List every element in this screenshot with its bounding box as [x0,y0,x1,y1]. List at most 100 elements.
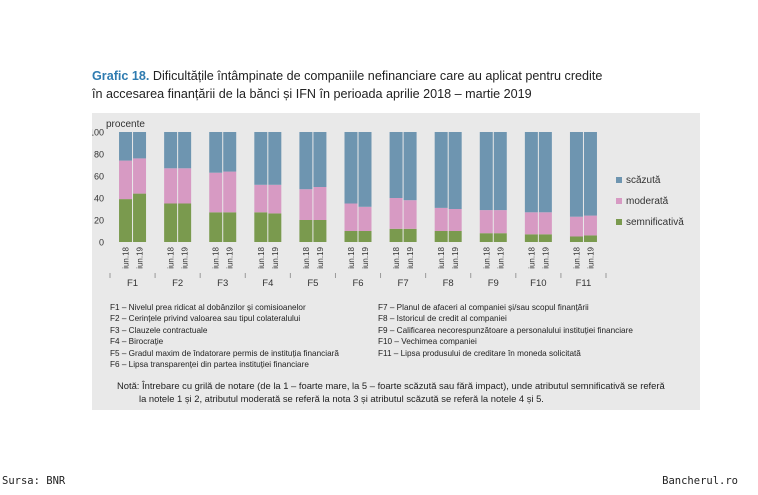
bar-segment [569,132,583,217]
x-group-label: F4 [262,278,273,289]
bar-segment [254,184,268,213]
bar-segment [538,212,552,235]
bar-segment [268,213,282,242]
legend-label: semnificativă [626,217,684,228]
bar-segment [344,203,358,231]
x-period-label: iun.18 [302,246,311,268]
bar-segment [569,236,583,242]
x-group-label: F11 [576,278,592,289]
bar-segment [538,132,552,213]
x-period-label: iun.19 [361,246,370,268]
bar-segment [344,231,358,242]
legend-swatch [616,219,622,225]
x-period-label: iun.19 [406,246,415,268]
source-label: Sursa: BNR [2,475,66,487]
bar-segment [164,203,178,242]
bar-segment [403,200,417,229]
bar-segment [434,132,448,208]
x-group-label: F9 [488,278,499,289]
factor-note: F5 – Gradul maxim de îndatorare permis d… [110,348,339,358]
x-period-label: iun.18 [167,246,176,268]
factor-note: F6 – Lipsa transparenței din partea inst… [110,360,309,370]
bar-segment [164,168,178,204]
factor-note: F7 – Planul de afaceri al companiei și/s… [378,303,589,312]
bar-segment [178,203,192,242]
brand-label: Bancherul.ro [662,475,738,487]
bar-segment [268,184,282,214]
bar-segment [254,212,268,242]
x-period-label: iun.19 [271,246,280,268]
chart-note: Notă: Întrebare cu grilă de notare (de l… [117,379,687,405]
factor-list-left: F1 – Nivelul prea ridicat al dobânzilor … [110,302,339,370]
bar-segment [223,132,237,172]
x-group-label: F1 [127,278,138,289]
x-period-label: iun.19 [451,246,460,268]
bar-segment [448,209,462,231]
x-period-label: iun.18 [527,246,536,268]
bar-segment [178,168,192,204]
x-period-label: iun.18 [122,246,131,268]
chart-title-line2: în accesarea finanțării de la bănci și I… [92,87,532,101]
x-period-label: iun.18 [347,246,356,268]
legend-swatch [616,177,622,183]
bar-segment [313,132,327,187]
bar-segment [133,158,147,194]
bar-segment [569,216,583,237]
bar-segment [403,228,417,242]
bar-segment [583,215,597,236]
bar-segment [479,132,493,211]
bar-segment [209,212,223,242]
x-period-label: iun.19 [586,246,595,268]
factor-list-right: F7 – Planul de afaceri al companiei și/s… [378,302,633,359]
bar-segment [434,231,448,242]
factor-note: F9 – Calificarea necorespunzătoare a per… [378,325,633,335]
bar-segment [479,210,493,234]
x-period-label: iun.18 [257,246,266,268]
x-period-label: iun.19 [541,246,550,268]
x-period-label: iun.18 [482,246,491,268]
y-tick-label: 0 [99,238,104,248]
factor-note: F3 – Clauzele contractuale [110,325,208,335]
x-period-label: iun.18 [572,246,581,268]
x-period-label: iun.19 [226,246,235,268]
bar-segment [403,132,417,201]
bar-segment [164,132,178,169]
bar-segment [119,132,133,161]
x-group-label: F3 [217,278,228,289]
bar-segment [313,187,327,220]
bar-segment [209,172,223,213]
bar-segment [538,234,552,242]
note-line1: Notă: Întrebare cu grilă de notare (de l… [117,380,665,391]
chart-panel: procente 0 20 40 60 80 100 iun.18 iun.19 F1 iun.18… [92,113,700,410]
factor-note: F1 – Nivelul prea ridicat al dobânzilor … [110,303,306,312]
bar-segment [133,132,147,159]
x-period-label: iun.19 [316,246,325,268]
bar-segment [178,132,192,169]
bar-segment [493,233,507,242]
chart-title: Grafic 18. Dificultățile întâmpinate de … [92,67,692,103]
x-period-label: iun.18 [212,246,221,268]
stacked-bar-chart: procente 0 20 40 60 80 100 iun.18 iun.19 F1 iun.18… [92,119,684,289]
x-period-label: iun.19 [496,246,505,268]
y-tick-label: 20 [94,216,104,226]
bar-segment [358,231,372,242]
x-group-label: F2 [172,278,183,289]
bar-segment [223,212,237,242]
factor-note: F8 – Istoricul de credit al companiei [378,314,507,324]
bar-segment [299,220,313,242]
bar-segment [313,220,327,242]
bar-segment [268,132,282,185]
bar-segment [209,132,223,173]
bar-segment [389,228,403,242]
bar-segment [583,235,597,242]
bar-segment [524,132,538,213]
legend-label: scăzută [626,175,661,186]
bar-segment [133,193,147,242]
bar-segment [493,210,507,234]
legend-label: moderată [626,196,669,207]
x-group-label: F6 [352,278,363,289]
x-group-label: F8 [443,278,454,289]
factor-note: F2 – Cerințele privind valoarea sau tipu… [110,314,301,324]
bar-segment [479,233,493,242]
bar-segment [119,160,133,200]
